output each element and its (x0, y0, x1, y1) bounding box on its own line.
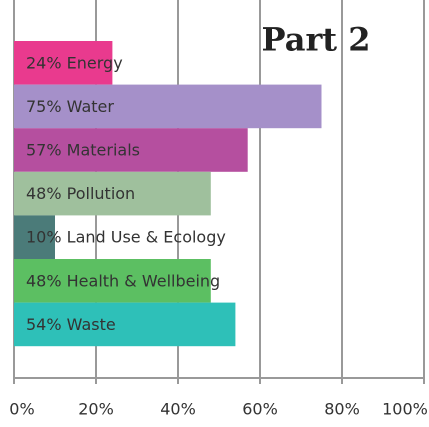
x-tick-label: 20% (78, 400, 114, 419)
bar-label: 10% Land Use & Ecology (26, 228, 226, 247)
bar (14, 171, 211, 216)
bar (14, 302, 236, 347)
bar (14, 128, 248, 172)
bar (14, 41, 113, 85)
bar-label: 75% Water (26, 97, 114, 116)
chart-title: Part 2 (262, 21, 371, 59)
bar (14, 215, 55, 259)
x-tick-label: 60% (242, 400, 278, 419)
bar-label: 57% Materials (26, 141, 140, 160)
x-tick-label: 80% (324, 400, 360, 419)
bar-label: 48% Health & Wellbeing (26, 271, 220, 290)
bar-label: 48% Pollution (26, 184, 135, 203)
x-tick-label: 40% (160, 400, 196, 419)
bar (14, 259, 211, 303)
bar (14, 84, 322, 129)
x-tick-label: 0% (9, 400, 34, 419)
bar-label: 24% Energy (26, 53, 123, 72)
x-tick-label: 100% (382, 400, 428, 419)
bar-label: 54% Waste (26, 315, 116, 334)
